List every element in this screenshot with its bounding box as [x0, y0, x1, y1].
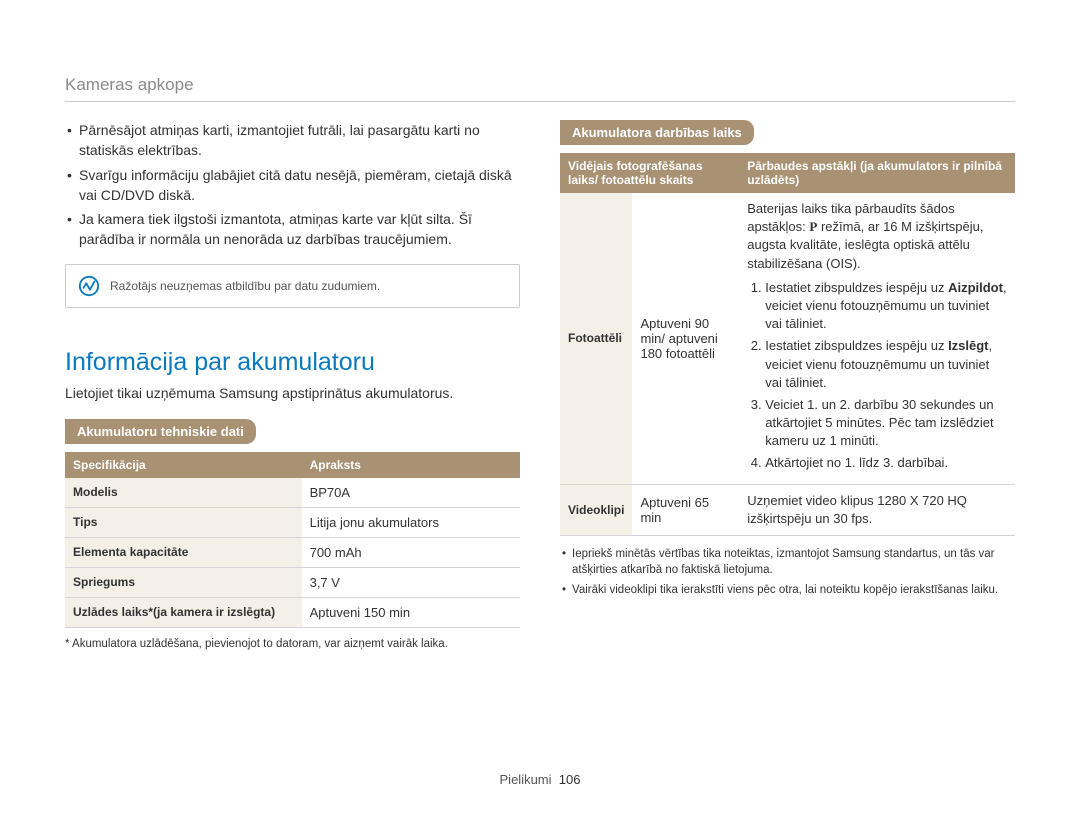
spec-val: Litija jonu akumulators — [302, 507, 520, 537]
step-item: Iestatiet zibspuldzes iespēju uz Aizpild… — [765, 279, 1007, 334]
test-steps: Iestatiet zibspuldzes iespēju uz Aizpild… — [747, 279, 1007, 473]
runtime-key: Fotoattēli — [560, 193, 632, 484]
page-number: 106 — [559, 772, 581, 787]
section-heading: Informācija par akumulatoru — [65, 348, 520, 377]
spec-table: Specifikācija Apraksts ModelisBP70A Tips… — [65, 452, 520, 628]
spec-header: Apraksts — [302, 452, 520, 478]
step-item: Veiciet 1. un 2. darbību 30 sekundes un … — [765, 396, 1007, 451]
spec-key: Elementa kapacitāte — [65, 537, 302, 567]
footnote-item: Iepriekš minētās vērtības tika noteiktas… — [560, 546, 1015, 578]
spec-header: Specifikācija — [65, 452, 302, 478]
note-box: Ražotājs neuzņemas atbildību par datu zu… — [65, 264, 520, 308]
runtime-header: Pārbaudes apstākļi (ja akumulators ir pi… — [739, 153, 1015, 193]
spec-val: Aptuveni 150 min — [302, 597, 520, 627]
runtime-footnotes: Iepriekš minētās vērtības tika noteiktas… — [560, 546, 1015, 598]
spec-key: Tips — [65, 507, 302, 537]
spec-key: Uzlādes laiks*(ja kamera ir izslēgta) — [65, 597, 302, 627]
spec-key: Spriegums — [65, 567, 302, 597]
footer-section: Pielikumi — [500, 772, 552, 787]
runtime-val: Aptuveni 65 min — [632, 484, 739, 535]
spec-val: 3,7 V — [302, 567, 520, 597]
table-footnote: * Akumulatora uzlādēšana, pievienojot to… — [65, 638, 520, 650]
footnote-item: Vairāki videoklipi tika ierakstīti viens… — [560, 582, 1015, 598]
runtime-header: Vidējais fotografēšanas laiks/ fotoattēl… — [560, 153, 739, 193]
memory-card-notes: Pārnēsājot atmiņas karti, izmantojiet fu… — [65, 120, 520, 250]
subsection-pill: Akumulatora darbības laiks — [560, 120, 754, 145]
runtime-desc: Baterijas laiks tika pārbaudīts šādos ap… — [739, 193, 1015, 484]
right-column: Akumulatora darbības laiks Vidējais foto… — [560, 120, 1015, 650]
section-intro: Lietojiet tikai uzņēmuma Samsung apstipr… — [65, 385, 520, 401]
subsection-pill: Akumulatoru tehniskie dati — [65, 419, 256, 444]
spec-key: Modelis — [65, 478, 302, 508]
runtime-key: Videoklipi — [560, 484, 632, 535]
note-icon — [78, 275, 100, 297]
step-item: Iestatiet zibspuldzes iespēju uz Izslēgt… — [765, 337, 1007, 392]
spec-val: 700 mAh — [302, 537, 520, 567]
page-footer: Pielikumi 106 — [0, 772, 1080, 787]
bullet-item: Svarīgu informāciju glabājiet citā datu … — [65, 165, 520, 206]
spec-val: BP70A — [302, 478, 520, 508]
note-text: Ražotājs neuzņemas atbildību par datu zu… — [110, 279, 380, 293]
breadcrumb: Kameras apkope — [65, 75, 1015, 102]
bullet-item: Pārnēsājot atmiņas karti, izmantojiet fu… — [65, 120, 520, 161]
runtime-desc: Uzņemiet video klipus 1280 X 720 HQ izšķ… — [739, 484, 1015, 535]
runtime-val: Aptuveni 90 min/ aptuveni 180 fotoattēli — [632, 193, 739, 484]
left-column: Pārnēsājot atmiņas karti, izmantojiet fu… — [65, 120, 520, 650]
step-item: Atkārtojiet no 1. līdz 3. darbībai. — [765, 454, 1007, 472]
runtime-table: Vidējais fotografēšanas laiks/ fotoattēl… — [560, 153, 1015, 536]
bullet-item: Ja kamera tiek ilgstoši izmantota, atmiņ… — [65, 209, 520, 250]
